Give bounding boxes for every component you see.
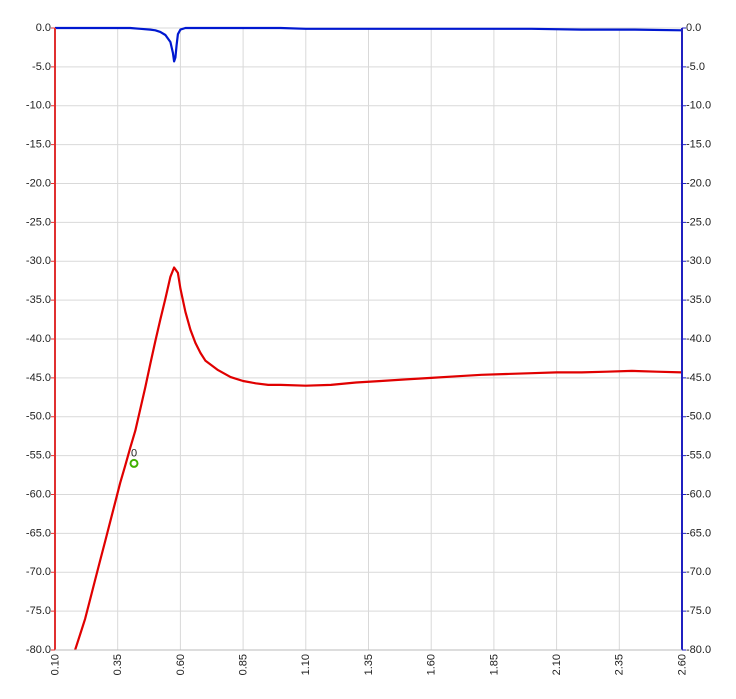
left-tick-label: -35.0 xyxy=(26,294,51,306)
left-tick-label: -45.0 xyxy=(26,372,51,384)
right-tick-label: -25.0 xyxy=(686,216,711,228)
x-axis-ticks: 0.10 0.35 0.60 0.85 1.10 1.35 1.60 1.85 2.10 2.35… xyxy=(49,654,688,675)
x-tick-label: 1.60 xyxy=(426,654,438,675)
right-tick-label: -30.0 xyxy=(686,255,711,267)
right-tick-label: -40.0 xyxy=(686,333,711,345)
right-tick-label: -55.0 xyxy=(686,450,711,462)
left-tick-label: -40.0 xyxy=(26,333,51,345)
x-tick-label: 0.35 xyxy=(112,654,124,675)
right-tick-label: -5.0 xyxy=(686,61,705,73)
right-tick-label: 0.0 xyxy=(686,22,701,34)
marker-layer: 0 xyxy=(129,447,139,468)
left-tick-label: -70.0 xyxy=(26,566,51,578)
left-tick-label: -50.0 xyxy=(26,411,51,423)
right-tick-label: -60.0 xyxy=(686,488,711,500)
right-axis-ticks: 0.0 -5.0 -10.0 -15.0 -20.0 -25.0 -30.0 -35.0 -40… xyxy=(682,22,711,656)
right-tick-label: -75.0 xyxy=(686,605,711,617)
left-tick-label: -80.0 xyxy=(26,644,51,656)
right-tick-label: -10.0 xyxy=(686,100,711,112)
left-tick-label: -65.0 xyxy=(26,527,51,539)
right-tick-label: -80.0 xyxy=(686,644,711,656)
left-tick-label: -30.0 xyxy=(26,255,51,267)
left-tick-label: 0.0 xyxy=(36,22,51,34)
x-tick-label: 1.85 xyxy=(488,654,500,675)
right-tick-label: -15.0 xyxy=(686,139,711,151)
left-tick-label: -25.0 xyxy=(26,216,51,228)
series-1-line xyxy=(73,266,682,650)
right-tick-label: -65.0 xyxy=(686,527,711,539)
x-tick-label: 2.35 xyxy=(614,654,626,675)
series-2-line xyxy=(55,26,682,63)
left-tick-label: -75.0 xyxy=(26,605,51,617)
x-tick-label: 0.10 xyxy=(49,654,61,675)
left-tick-label: -20.0 xyxy=(26,177,51,189)
right-tick-label: -45.0 xyxy=(686,372,711,384)
right-tick-label: -50.0 xyxy=(686,411,711,423)
left-tick-label: -10.0 xyxy=(26,100,51,112)
x-tick-label: 0.85 xyxy=(238,654,250,675)
right-tick-label: -35.0 xyxy=(686,294,711,306)
x-tick-label: 2.60 xyxy=(676,654,688,675)
x-tick-label: 1.10 xyxy=(300,654,312,675)
x-tick-label: 1.35 xyxy=(363,654,375,675)
left-axis-ticks: 0.0 -5.0 -10.0 -15.0 -20.0 -25.0 -30.0 -35.0 -40… xyxy=(26,22,55,656)
left-tick-label: -15.0 xyxy=(26,139,51,151)
left-tick-label: -60.0 xyxy=(26,488,51,500)
left-tick-label: -5.0 xyxy=(32,61,51,73)
x-tick-label: 0.60 xyxy=(175,654,187,675)
right-tick-label: -70.0 xyxy=(686,566,711,578)
series-layer xyxy=(55,26,682,650)
marker-point[interactable] xyxy=(129,458,139,468)
left-tick-label: -55.0 xyxy=(26,450,51,462)
marker-label: 0 xyxy=(131,447,137,459)
right-tick-label: -20.0 xyxy=(686,177,711,189)
x-tick-label: 2.10 xyxy=(551,654,563,675)
